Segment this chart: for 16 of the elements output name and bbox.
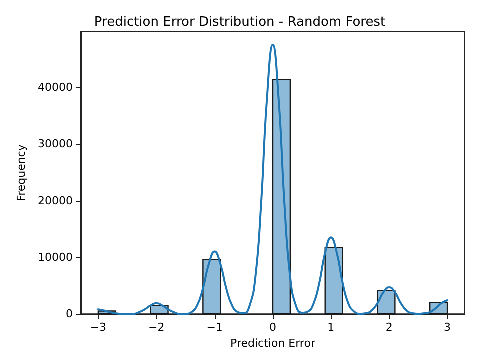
- x-tick-label: −1: [206, 321, 223, 334]
- chart-title: Prediction Error Distribution - Random Forest: [94, 15, 386, 30]
- x-tick-label: −3: [90, 321, 107, 334]
- x-tick-label: 3: [444, 321, 452, 334]
- line-series: [97, 44, 449, 316]
- x-tick-label: 2: [386, 321, 393, 334]
- x-tick-label: 0: [270, 321, 276, 334]
- y-tick-label: 30000: [38, 138, 73, 151]
- x-tick-label: 1: [328, 321, 335, 334]
- x-axis-title: Prediction Error: [230, 337, 316, 350]
- y-tick-label: 0: [66, 308, 73, 321]
- y-tick-label: 20000: [38, 194, 73, 208]
- x-tick-label: −2: [148, 321, 165, 334]
- y-axis-title: Frequency: [15, 144, 28, 202]
- y-tick-label: 10000: [38, 250, 73, 264]
- y-tick-label: 40000: [38, 81, 73, 94]
